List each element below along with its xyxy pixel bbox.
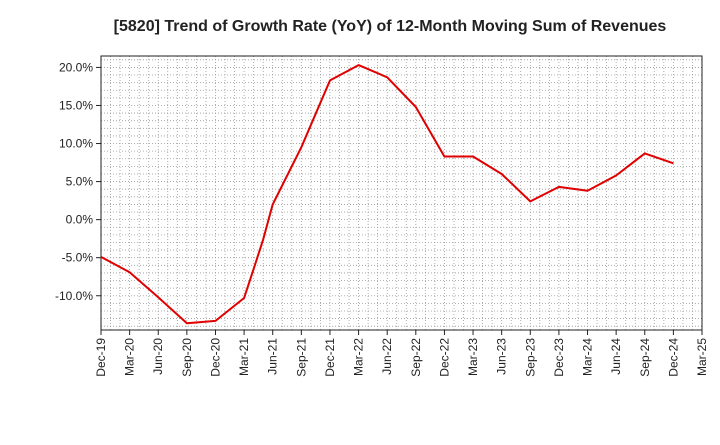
x-tick-label: Dec-19 <box>94 338 108 377</box>
y-axis: 20.0% 15.0% 10.0% 5.0% 0.0% -5.0% -10.0% <box>55 60 101 303</box>
x-tick-label: Dec-24 <box>666 338 680 377</box>
x-tick-label: Jun-20 <box>151 338 165 375</box>
y-tick-label: -5.0% <box>62 251 94 265</box>
grid-layer <box>101 56 702 330</box>
x-tick-label: Mar-20 <box>123 338 137 376</box>
x-tick-label: Mar-22 <box>352 338 366 376</box>
x-tick-label: Dec-22 <box>437 338 451 377</box>
y-tick-label: 5.0% <box>66 175 94 189</box>
x-tick-label: Sep-20 <box>180 338 194 377</box>
x-tick-label: Jun-22 <box>380 338 394 375</box>
y-tick-label: 10.0% <box>59 137 93 151</box>
y-tick-label: 0.0% <box>66 213 94 227</box>
plot-frame <box>100 55 703 331</box>
x-tick-label: Mar-25 <box>695 338 709 376</box>
y-tick-label: 15.0% <box>59 98 93 112</box>
x-tick-label: Dec-21 <box>323 338 337 377</box>
x-tick-label: Jun-23 <box>495 338 509 375</box>
x-tick-label: Sep-22 <box>409 338 423 377</box>
y-tick-label: 20.0% <box>59 60 93 74</box>
x-tick-label: Jun-21 <box>266 338 280 375</box>
x-tick-label: Sep-24 <box>638 338 652 377</box>
x-tick-label: Sep-23 <box>523 338 537 377</box>
x-tick-label: Mar-21 <box>237 338 251 376</box>
x-tick-label: Mar-24 <box>581 338 595 376</box>
series-line <box>100 64 674 325</box>
x-tick-label: Dec-23 <box>552 338 566 377</box>
x-tick-label: Jun-24 <box>609 338 623 375</box>
x-tick-label: Mar-23 <box>466 338 480 376</box>
chart-title: [5820] Trend of Growth Rate (YoY) of 12-… <box>114 18 667 35</box>
x-tick-label: Dec-20 <box>208 338 222 377</box>
y-tick-label: -10.0% <box>55 289 93 303</box>
x-tick-label: Sep-21 <box>294 338 308 377</box>
series-layer <box>100 64 674 325</box>
x-axis: Dec-19 Mar-20 Jun-20 Sep-20 Dec-20 Mar-21 Jun-… <box>94 330 709 377</box>
